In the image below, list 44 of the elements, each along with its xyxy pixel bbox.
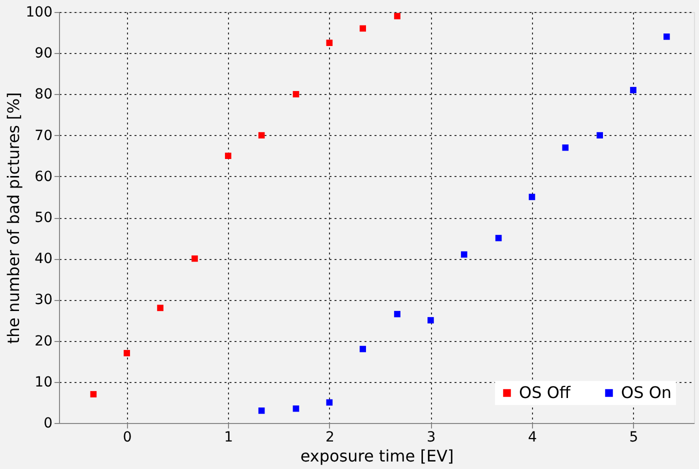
legend-label: OS On [621,383,672,402]
legend-label: OS Off [519,383,572,402]
y-tick-label: 20 [34,333,52,350]
point [157,304,164,312]
x-tick-label: 3 [426,430,436,446]
point [394,310,400,318]
x-tick-label: 5 [629,430,638,446]
point [495,234,502,242]
y-tick-label: 50 [34,210,52,226]
x-tick-label: 1 [224,430,234,446]
point [258,132,265,138]
y-tick-label: 90 [34,46,52,62]
y-tick-label: 30 [34,292,52,308]
point [528,194,536,200]
point [663,34,670,40]
y-tick-label: 60 [34,168,52,185]
point [258,408,265,414]
x-tick-label: 0 [122,430,132,446]
point [292,405,300,412]
x-tick-label: 4 [528,430,537,446]
y-tick-label: 100 [26,4,52,20]
point [460,251,468,258]
point [90,391,97,398]
point [360,346,366,352]
x-axis-title: exposure time [EV] [300,446,454,466]
point [428,317,434,324]
y-tick-label: 0 [44,416,52,432]
point [596,132,603,138]
point [562,144,569,151]
y-tick-label: 80 [34,86,52,103]
x-tick-label: 2 [325,430,334,446]
y-tick-label: 70 [34,128,52,144]
point [124,350,130,356]
point [630,86,636,94]
point [326,40,333,46]
point [326,399,333,406]
point [394,12,400,20]
point [360,25,366,32]
point [192,255,198,262]
y-axis-title: the number of bad pictures [%] [4,92,23,344]
y-tick-label: 10 [34,374,52,390]
point [224,152,232,160]
point [292,91,300,98]
y-tick-label: 40 [34,251,52,268]
